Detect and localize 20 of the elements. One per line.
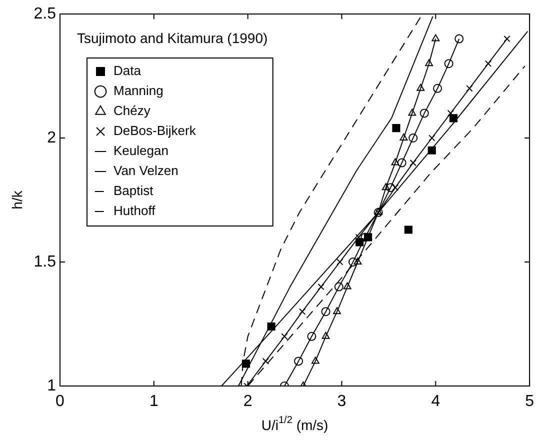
legend-label: Van Velzen <box>114 163 178 178</box>
legend-label: Manning <box>114 83 164 98</box>
y-tick-label: 1 <box>47 377 56 394</box>
y-tick-label: 2.5 <box>34 5 56 22</box>
legend-label: Huthoff <box>114 203 156 218</box>
x-tick-label: 0 <box>56 393 65 410</box>
y-tick-label: 1.5 <box>34 253 56 270</box>
y-axis-title: h/k <box>8 190 25 210</box>
y-tick-label: 2 <box>47 129 56 146</box>
legend-label: Baptist <box>114 183 154 198</box>
x-tick-label: 4 <box>431 393 440 410</box>
x-tick-label: 3 <box>337 393 346 410</box>
legend-label: DeBos-Bijkerk <box>114 123 196 138</box>
legend-label: Chézy <box>114 103 151 118</box>
x-tick-label: 5 <box>525 393 534 410</box>
annotation: Tsujimoto and Kitamura (1990) <box>77 30 268 46</box>
x-tick-label: 1 <box>149 393 158 410</box>
legend-label: Data <box>114 63 142 78</box>
legend-label: Keulegan <box>114 143 168 158</box>
x-tick-label: 2 <box>243 393 252 410</box>
